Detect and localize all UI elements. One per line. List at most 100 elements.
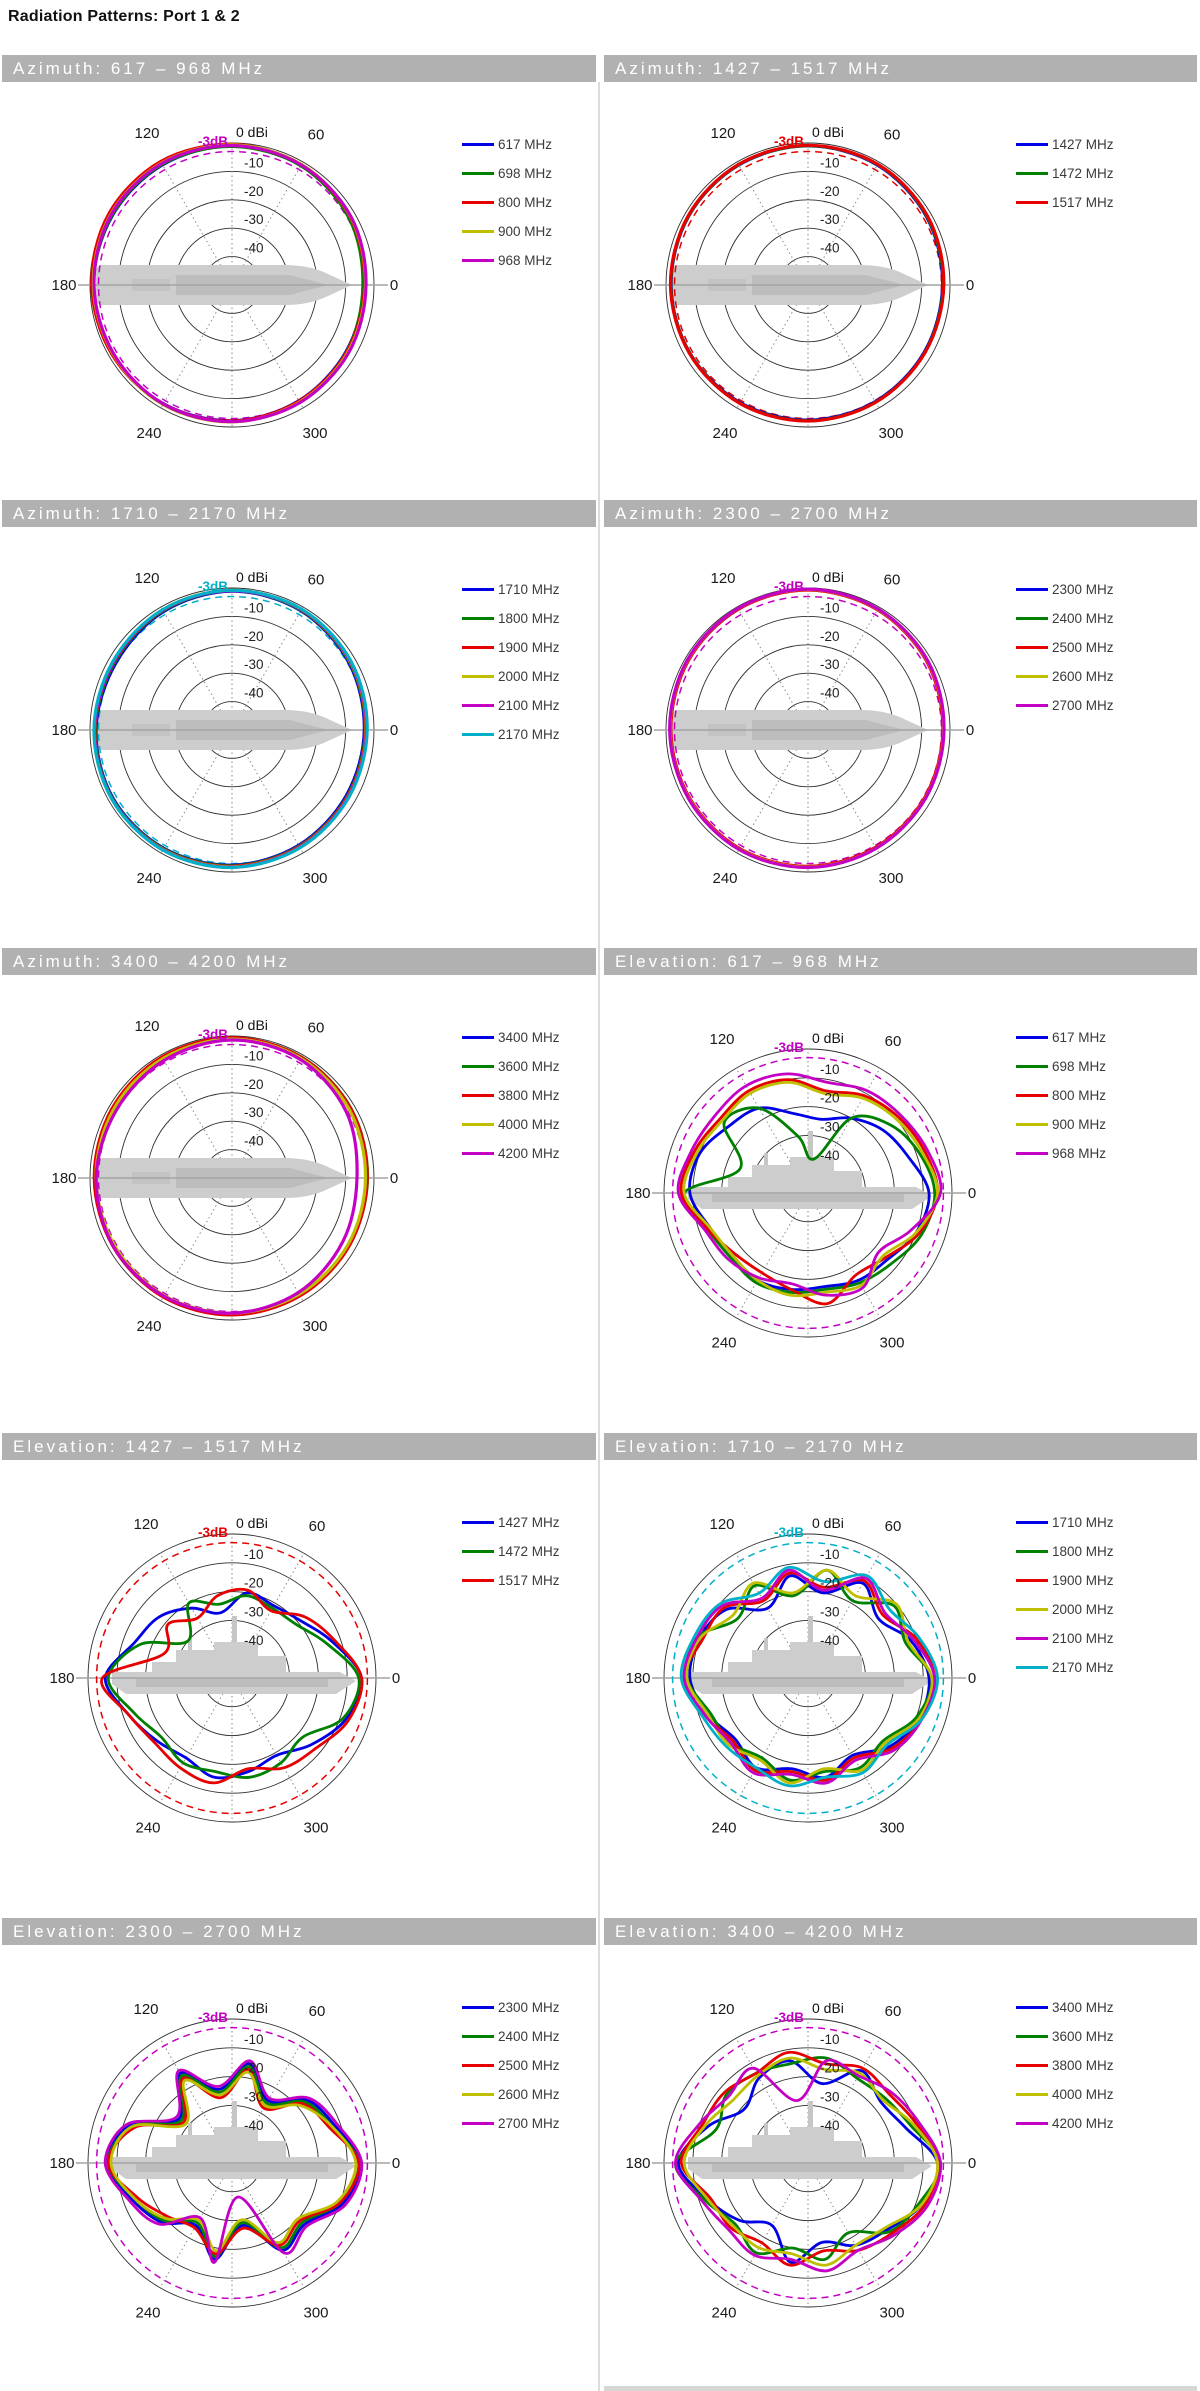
radial-tick-label: -10 (244, 1547, 264, 1562)
legend-swatch (462, 674, 494, 679)
legend-swatch (462, 703, 494, 708)
legend-swatch (1016, 703, 1048, 708)
panel-header-azimuth-617-968-mhz: Azimuth: 617 – 968 MHz (2, 55, 596, 82)
legend-swatch (1016, 1122, 1048, 1127)
grid-spoke (231, 284, 304, 409)
legend-item: 3800 MHz (462, 1081, 560, 1110)
grid-spoke (736, 729, 809, 854)
trace-2600-mhz (109, 2070, 358, 2253)
ref-label-minus3db: -3dB (198, 134, 228, 149)
legend-swatch (462, 258, 494, 263)
legend-swatch (462, 1578, 494, 1583)
trace-900-mhz (682, 1080, 940, 1298)
angle-label-60: 60 (308, 572, 325, 589)
legend-swatch (462, 1549, 494, 1554)
angle-label-180: 180 (625, 2155, 650, 2172)
legend-swatch (462, 142, 494, 147)
legend-item: 2700 MHz (1016, 691, 1114, 720)
radial-tick-label: -20 (244, 1077, 264, 1092)
polar-chart-azimuth-1427-1517-mhz: 0 dBi -3dB -10 -20 -30 -40 0 60 120 180 240 300 (627, 124, 974, 442)
legend-swatch (1016, 1636, 1048, 1641)
legend-label: 3800 MHz (1052, 2058, 1114, 2073)
radial-tick-label: -20 (244, 1576, 264, 1591)
grid-spoke (807, 2162, 881, 2288)
panel-header-azimuth-2300-2700-mhz: Azimuth: 2300 – 2700 MHz (604, 500, 1197, 527)
legend-swatch (462, 1064, 494, 1069)
grid-spoke (231, 606, 304, 731)
radial-axis-title: 0 dBi (812, 124, 844, 140)
legend-elevation-1710-2170-mhz: 1710 MHz 1800 MHz 1900 MHz 2000 MHz 2100 MHz… (1016, 1508, 1114, 1682)
legend-item: 800 MHz (1016, 1081, 1106, 1110)
grid-spoke (807, 284, 880, 409)
trace-2700-mhz (103, 2059, 364, 2264)
legend-label: 2600 MHz (498, 2087, 560, 2102)
legend-swatch (462, 645, 494, 650)
angle-label-120: 120 (710, 570, 735, 587)
angle-label-60: 60 (308, 1020, 325, 1037)
angle-label-240: 240 (711, 2304, 736, 2321)
legend-item: 1800 MHz (462, 604, 560, 633)
grid-spoke (160, 1054, 233, 1179)
silhouette-part (728, 1157, 862, 1187)
panel-header-elevation-1427-1517-mhz: Elevation: 1427 – 1517 MHz (2, 1433, 596, 1460)
angle-label-180: 180 (49, 1670, 74, 1687)
grid-spoke (735, 1677, 809, 1803)
angle-label-60: 60 (309, 1518, 326, 1535)
polar-chart-elevation-617-968-mhz: 0 dBi -3dB -10 -20 -30 -40 0 60 120 180 240 300 (625, 1030, 976, 1351)
legend-label: 1427 MHz (498, 1515, 560, 1530)
radial-axis-title: 0 dBi (236, 124, 268, 140)
trace-2170-mhz (679, 1565, 940, 1788)
legend-swatch (1016, 645, 1048, 650)
radial-tick-label: -40 (244, 686, 264, 701)
panel-header-elevation-3400-4200-mhz: Elevation: 3400 – 4200 MHz (604, 1918, 1197, 1945)
legend-label: 2170 MHz (498, 727, 560, 742)
legend-label: 900 MHz (1052, 1117, 1107, 1132)
legend-label: 4000 MHz (498, 1117, 560, 1132)
silhouette-part (764, 2123, 768, 2135)
angle-label-60: 60 (885, 1033, 902, 1050)
radial-tick-label: -40 (820, 2118, 840, 2133)
legend-label: 2400 MHz (498, 2029, 560, 2044)
trace-4000-mhz (682, 2056, 940, 2267)
legend-swatch (1016, 674, 1048, 679)
grid-spoke (231, 161, 304, 286)
grid-spoke (160, 1177, 233, 1302)
radial-tick-label: -40 (244, 1633, 264, 1648)
legend-item: 2400 MHz (462, 2022, 560, 2051)
angle-label-0: 0 (390, 1170, 398, 1187)
angle-label-0: 0 (968, 1670, 976, 1687)
legend-swatch (1016, 2121, 1048, 2126)
legend-label: 2400 MHz (1052, 611, 1114, 626)
angle-label-300: 300 (879, 1334, 904, 1351)
angle-label-300: 300 (879, 1819, 904, 1836)
angle-label-300: 300 (879, 2304, 904, 2321)
radial-tick-label: -10 (820, 2032, 840, 2047)
ref-label-minus3db: -3dB (198, 2010, 228, 2025)
angle-label-0: 0 (968, 2155, 976, 2172)
polar-chart-azimuth-2300-2700-mhz: 0 dBi -3dB -10 -20 -30 -40 0 60 120 180 240 300 (627, 569, 974, 887)
legend-swatch (1016, 1035, 1048, 1040)
legend-swatch (462, 1093, 494, 1098)
angle-label-120: 120 (134, 570, 159, 587)
legend-item: 1800 MHz (1016, 1537, 1114, 1566)
angle-label-60: 60 (885, 2003, 902, 2020)
grid-spoke (231, 2162, 305, 2288)
legend-item: 968 MHz (1016, 1139, 1106, 1168)
trace-2100-mhz (682, 1568, 937, 1785)
legend-swatch (462, 229, 494, 234)
trace-800-mhz (679, 1078, 940, 1306)
legend-item: 968 MHz (462, 246, 552, 275)
legend-label: 2700 MHz (1052, 698, 1114, 713)
angle-label-180: 180 (49, 2155, 74, 2172)
radial-tick-label: -30 (244, 2089, 264, 2104)
trace-2000-mhz (685, 1568, 934, 1785)
polar-chart-elevation-3400-4200-mhz: 0 dBi -3dB -10 -20 -30 -40 0 60 120 180 240 300 (625, 2000, 976, 2321)
angle-label-300: 300 (878, 425, 903, 442)
legend-swatch (1016, 200, 1048, 205)
polar-chart-elevation-2300-2700-mhz: 0 dBi -3dB -10 -20 -30 -40 0 60 120 180 240 300 (49, 2000, 400, 2321)
legend-item: 1472 MHz (462, 1537, 560, 1566)
trace-968-mhz (676, 1072, 943, 1297)
silhouette-part (728, 1642, 862, 1672)
grid-spoke (736, 606, 809, 731)
angle-label-120: 120 (710, 125, 735, 142)
